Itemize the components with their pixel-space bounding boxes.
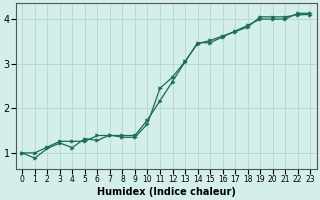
X-axis label: Humidex (Indice chaleur): Humidex (Indice chaleur) [97, 187, 236, 197]
